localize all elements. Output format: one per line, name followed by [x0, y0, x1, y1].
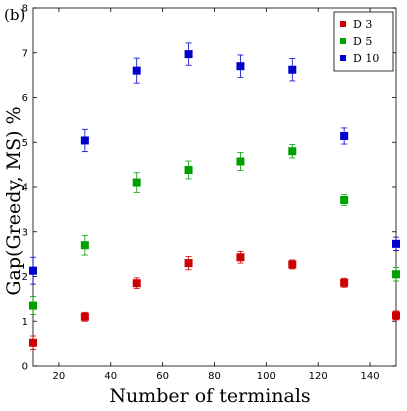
- y-axis-title: Gap(Greedy, MS) %: [3, 106, 25, 295]
- y-tick-label: 3: [22, 227, 28, 238]
- y-tick-label: 0: [22, 362, 28, 373]
- data-point: [236, 253, 245, 262]
- y-tick-label: 5: [22, 138, 28, 149]
- x-tick-label: 20: [53, 371, 66, 382]
- data-point: [132, 178, 141, 187]
- series-d-5: [29, 144, 400, 315]
- legend-marker: [340, 38, 346, 44]
- data-point: [236, 157, 245, 166]
- data-point: [288, 147, 297, 156]
- data-point: [392, 311, 400, 320]
- x-axis: 20 40 60 80 100 120 140: [53, 8, 380, 382]
- data-point: [340, 131, 349, 140]
- data-point: [288, 260, 297, 269]
- data-point: [29, 301, 37, 310]
- y-tick-label: 7: [22, 48, 28, 59]
- data-point: [340, 278, 349, 287]
- data-point: [29, 266, 37, 275]
- data-point: [80, 241, 89, 250]
- data-point: [132, 279, 141, 288]
- data-series: [29, 42, 400, 350]
- data-point: [288, 65, 297, 74]
- data-point: [340, 195, 349, 204]
- y-tick-label: 4: [22, 183, 28, 194]
- y-tick-label: 6: [22, 93, 28, 104]
- legend-marker: [340, 55, 346, 61]
- data-point: [132, 66, 141, 75]
- data-point: [236, 62, 245, 71]
- data-point: [184, 50, 193, 59]
- x-axis-title: Number of terminals: [109, 385, 310, 407]
- x-tick-label: 40: [104, 371, 117, 382]
- series-d-3: [29, 251, 400, 350]
- panel-label: (b): [4, 6, 25, 24]
- legend-label: D 10: [353, 52, 379, 65]
- legend: D 3 D 5 D 10: [333, 11, 394, 72]
- data-point: [184, 165, 193, 174]
- legend-label: D 3: [353, 18, 372, 31]
- x-tick-label: 80: [208, 371, 221, 382]
- y-tick-label: 2: [22, 272, 28, 283]
- data-point: [29, 338, 37, 347]
- data-point: [392, 239, 400, 248]
- x-tick-label: 60: [156, 371, 169, 382]
- x-tick-label: 120: [309, 371, 328, 382]
- x-tick-label: 100: [257, 371, 276, 382]
- y-tick-label: 1: [22, 317, 28, 328]
- x-tick-label: 140: [361, 371, 380, 382]
- data-point: [184, 259, 193, 268]
- data-point: [392, 270, 400, 279]
- data-point: [80, 312, 89, 321]
- legend-marker: [340, 21, 346, 27]
- series-d-10: [29, 42, 400, 285]
- data-point: [80, 136, 89, 145]
- legend-label: D 5: [353, 35, 372, 48]
- y-tick-label: 8: [22, 4, 28, 15]
